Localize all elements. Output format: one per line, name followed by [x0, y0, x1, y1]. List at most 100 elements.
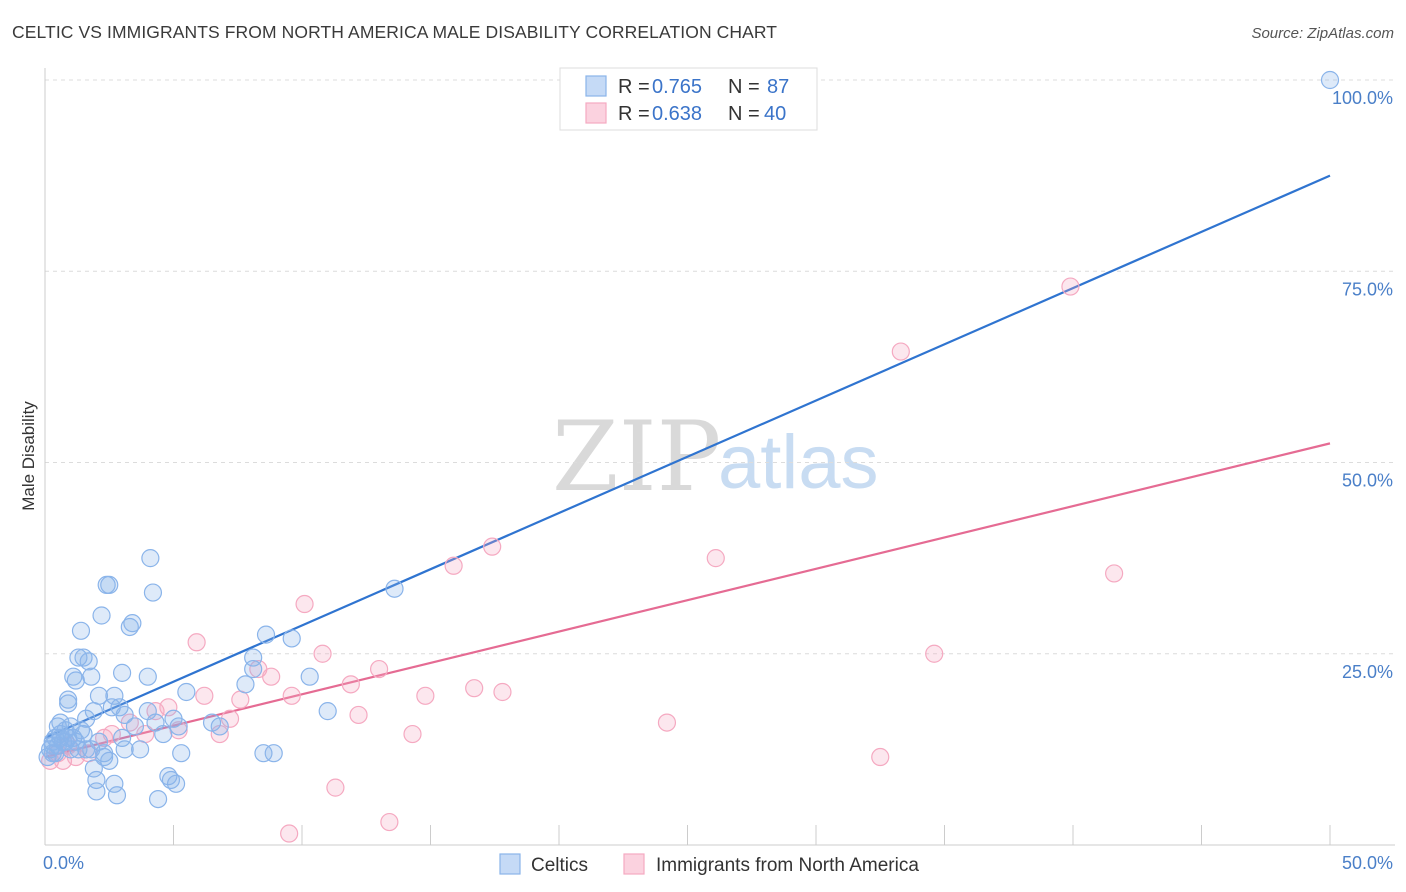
celtics-point-86 — [71, 721, 91, 740]
immigrants-point-22 — [295, 594, 314, 614]
x-tick-label-1: 50.0% — [1342, 853, 1393, 873]
celtics-point-49 — [125, 717, 145, 736]
celtics-point-63 — [172, 744, 191, 763]
celtics-point-67 — [236, 675, 255, 694]
immigrants-point-19 — [262, 667, 281, 686]
celtics-point-30 — [84, 702, 103, 721]
celtics-point-71 — [256, 625, 276, 644]
immigrants-point-40 — [1061, 277, 1080, 296]
immigrants-point-25 — [341, 675, 360, 694]
legend-swatch-celtics — [585, 75, 607, 97]
immigrants-point-16 — [220, 709, 240, 728]
celtics-point-27 — [84, 759, 103, 778]
immigrants-point-20 — [280, 824, 299, 843]
immigrants-point-26 — [349, 705, 368, 725]
celtics-point-85 — [61, 740, 80, 759]
immigrants-point-29 — [403, 724, 422, 744]
legend-n-label-2: N = — [728, 103, 760, 125]
bottom-legend-swatch-immigrants — [623, 853, 645, 875]
y-tick-label-0: 25.0% — [1342, 662, 1393, 682]
celtics-point-18 — [69, 648, 88, 667]
celtics-point-17 — [66, 671, 85, 690]
celtics-point-72 — [264, 744, 283, 763]
celtics-point-44 — [112, 663, 132, 682]
legend-r-value-2: 0.638 — [652, 103, 702, 125]
chart-title: CELTIC VS IMMIGRANTS FROM NORTH AMERICA … — [12, 22, 778, 42]
immigrants-point-24 — [326, 778, 345, 797]
celtics-point-69 — [244, 659, 263, 679]
celtics-point-66 — [210, 717, 229, 736]
celtics-point-45 — [115, 705, 134, 725]
bottom-legend-label-celtics: Celtics — [531, 855, 588, 876]
celtics-point-57 — [154, 724, 173, 744]
immigrants-point-36 — [706, 549, 725, 568]
celtics-point-36 — [100, 575, 119, 595]
immigrants-point-14 — [195, 686, 214, 705]
celtics-point-37 — [100, 751, 119, 770]
legend-n-value-2: 40 — [764, 103, 786, 125]
y-tick-label-2: 75.0% — [1342, 279, 1393, 299]
celtics-point-82 — [89, 732, 109, 751]
celtics-point-70 — [254, 744, 273, 763]
celtics-point-54 — [143, 583, 163, 602]
immigrants-point-30 — [416, 686, 435, 705]
celtics-point-56 — [148, 789, 168, 809]
legend-n-value-1: 87 — [767, 76, 789, 98]
source-credit: Source: ZipAtlas.com — [1251, 25, 1394, 42]
y-axis-label: Male Disability — [19, 401, 38, 511]
celtics-point-77 — [1320, 70, 1340, 90]
legend-r-label-2: R = — [618, 103, 650, 125]
immigrants-point-13 — [187, 633, 206, 652]
celtics-point-23 — [77, 709, 96, 728]
celtics-point-50 — [130, 740, 150, 759]
correlation-legend: R = 0.765 N = 87 R = 0.638 N = 40 — [559, 67, 818, 131]
immigrants-point-12 — [169, 721, 188, 740]
celtics-point-24 — [79, 652, 98, 671]
celtics-point-41 — [107, 786, 127, 805]
celtics-point-31 — [89, 686, 109, 705]
legend-r-label-1: R = — [618, 76, 650, 98]
celtics-point-43 — [112, 728, 132, 748]
watermark-zip: ZIP — [552, 401, 721, 513]
bottom-legend-label-immigrants: Immigrants from North America — [656, 855, 919, 876]
celtics-point-39 — [105, 774, 124, 793]
x-tick-label-0: 0.0% — [43, 853, 84, 873]
celtics-point-75 — [318, 702, 337, 721]
series-legend: Celtics Immigrants from North America — [499, 853, 919, 876]
celtics-point-52 — [138, 667, 157, 686]
immigrants-point-38 — [891, 342, 910, 361]
immigrants-point-11 — [159, 698, 178, 717]
immigrants-point-37 — [871, 747, 890, 767]
immigrants-point-27 — [370, 659, 389, 679]
celtics-point-15 — [59, 694, 78, 713]
immigrants-point-34 — [493, 682, 512, 702]
tick-labels: 25.0% 50.0% 75.0% 100.0% 0.0% 50.0% — [43, 88, 1393, 873]
legend-swatch-immigrants — [585, 102, 607, 124]
celtics-point-40 — [105, 686, 124, 705]
immigrants-point-35 — [657, 713, 677, 732]
immigrants-trend-line — [44, 442, 1331, 759]
bottom-legend-swatch-celtics — [499, 853, 521, 875]
celtics-point-74 — [300, 667, 319, 686]
y-tick-label-3: 100.0% — [1332, 88, 1393, 108]
legend-r-value-1: 0.765 — [652, 76, 702, 98]
legend-n-label-1: N = — [728, 76, 760, 98]
immigrants-point-39 — [925, 644, 944, 663]
celtics-point-62 — [169, 717, 188, 736]
immigrants-point-41 — [1105, 564, 1124, 583]
celtics-point-64 — [177, 682, 196, 702]
immigrants-point-28 — [380, 812, 399, 832]
immigrants-point-32 — [465, 679, 484, 698]
celtics-point-14 — [59, 690, 78, 709]
immigrants-point-31 — [444, 556, 463, 575]
celtics-point-20 — [71, 621, 91, 640]
celtics-point-46 — [115, 740, 134, 759]
celtics-point-48 — [123, 614, 142, 633]
celtics-point-61 — [166, 774, 186, 793]
celtics-point-25 — [82, 667, 101, 686]
axes — [44, 68, 1395, 846]
immigrants-point-23 — [313, 644, 332, 663]
celtics-point-53 — [141, 549, 160, 568]
immigrants-point-21 — [282, 686, 301, 705]
